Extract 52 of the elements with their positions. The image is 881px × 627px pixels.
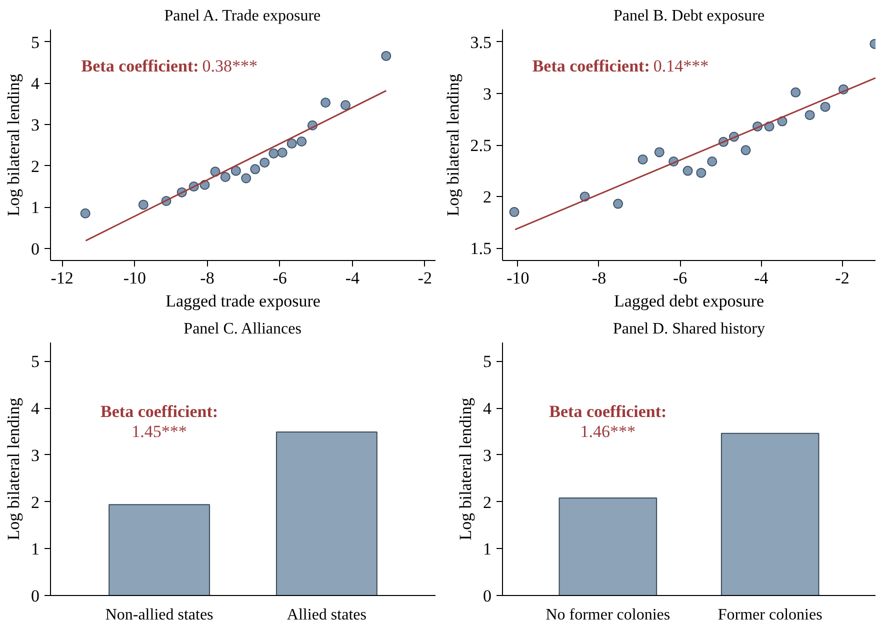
annotation: Beta coefficient: 0.14*** [532, 56, 709, 76]
y-tick-label: 1 [483, 540, 492, 559]
y-tick-label: 1 [31, 540, 40, 559]
x-tick-label: -8 [200, 268, 214, 288]
y-tick-label: 4 [31, 399, 40, 418]
y-tick-label: 2 [483, 188, 492, 207]
y-tick-label: 3.5 [470, 32, 492, 52]
chart-title: Panel B. Debt exposure [613, 8, 765, 24]
x-axis-title: Lagged trade exposure [166, 292, 320, 310]
x-tick-label: -6 [272, 268, 287, 288]
y-tick-label: 3 [31, 446, 40, 465]
y-axis-title: Log bilateral lending [4, 73, 23, 216]
y-tick-label: 1.5 [470, 239, 492, 258]
y-tick-label: 2 [31, 492, 40, 512]
y-tick-label: 0 [31, 240, 40, 259]
y-tick-label: 1 [31, 198, 40, 218]
y-axis-title: Log bilateral lending [4, 397, 23, 540]
chart-title: Panel D. Shared history [613, 320, 765, 338]
x-tick-label: -4 [345, 268, 360, 288]
x-tick-label: -10 [123, 268, 146, 288]
y-tick-label: 0 [483, 586, 492, 606]
y-tick-label: 2 [31, 156, 40, 176]
x-tick-label: -6 [673, 268, 688, 288]
x-tick-label: -12 [50, 268, 74, 288]
y-tick-label: 4 [31, 74, 40, 94]
y-tick-label: 5 [483, 352, 492, 372]
y-tick-label: 3 [483, 446, 492, 465]
y-tick-label: 2 [483, 492, 492, 512]
x-tick-label: -4 [754, 268, 769, 288]
x-tick-label: -2 [835, 268, 850, 288]
x-tick-label: Non-allied states [105, 606, 214, 624]
x-tick-label: Former colonies [718, 606, 822, 624]
x-tick-label: -10 [506, 268, 530, 288]
chart-title: Panel C. Alliances [184, 320, 302, 338]
chart-title: Panel A. Trade exposure [164, 8, 321, 24]
y-tick-label: 5 [31, 352, 40, 372]
annotation: Beta coefficient: 1.45*** [100, 402, 218, 441]
x-tick-label: No former colonies [546, 606, 670, 624]
x-axis-title: Lagged debt exposure [614, 292, 764, 310]
x-tick-label: -2 [418, 268, 432, 288]
y-axis-title: Log bilateral lending [443, 73, 462, 216]
y-tick-label: 5 [31, 32, 40, 52]
x-tick-label: Allied states [286, 606, 366, 624]
y-tick-label: 0 [31, 586, 40, 606]
x-tick-label: -8 [592, 268, 606, 288]
annotation: Beta coefficient: 0.38*** [81, 56, 258, 76]
y-tick-label: 3 [483, 84, 492, 104]
annotation: Beta coefficient: 1.46*** [549, 402, 667, 441]
y-tick-label: 2.5 [470, 136, 492, 155]
y-axis-title: Log bilateral lending [456, 397, 475, 540]
y-tick-label: 4 [483, 399, 492, 418]
y-tick-label: 3 [31, 116, 40, 135]
